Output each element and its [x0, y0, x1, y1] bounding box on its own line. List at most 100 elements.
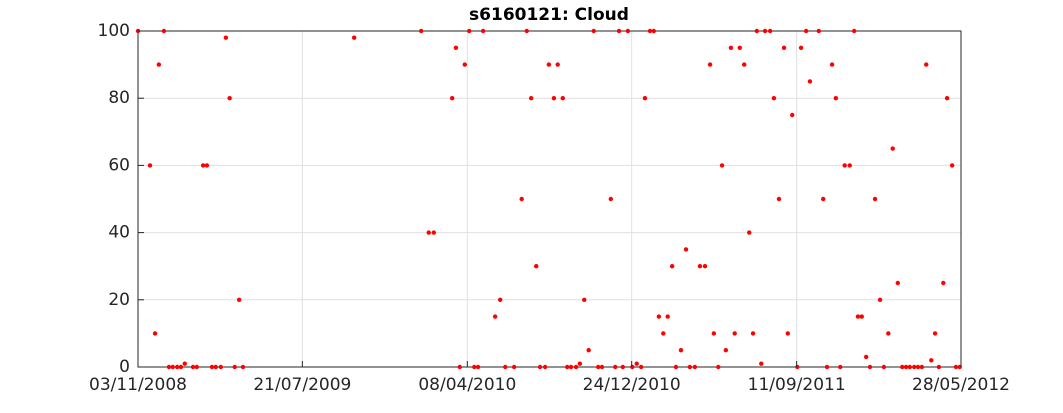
point	[595, 364, 601, 370]
point	[903, 364, 909, 370]
point	[665, 314, 670, 319]
point	[638, 364, 644, 370]
point	[546, 62, 552, 67]
point	[790, 112, 795, 118]
point	[886, 331, 891, 336]
grid-layer	[137, 30, 962, 368]
y-tick-label: 40	[108, 223, 130, 243]
point	[759, 361, 764, 366]
point	[656, 314, 662, 319]
point	[728, 45, 734, 50]
point	[170, 364, 175, 370]
point	[462, 62, 467, 67]
point	[833, 96, 839, 101]
point	[351, 35, 357, 40]
point	[737, 45, 742, 50]
point	[824, 364, 830, 370]
point	[542, 364, 548, 370]
point	[776, 196, 782, 202]
point	[807, 79, 813, 84]
point	[767, 28, 773, 34]
plot-area	[138, 31, 961, 367]
point	[932, 331, 938, 336]
point	[687, 364, 693, 370]
point	[182, 361, 187, 366]
point	[781, 45, 787, 50]
point	[625, 28, 631, 34]
point	[534, 264, 539, 269]
point	[702, 264, 708, 269]
point	[741, 62, 747, 67]
point	[919, 364, 925, 370]
point	[647, 28, 653, 34]
point	[829, 62, 835, 67]
point	[630, 364, 635, 370]
point	[723, 348, 729, 353]
point	[240, 364, 246, 370]
point	[426, 230, 431, 235]
point	[867, 364, 873, 370]
point	[174, 364, 180, 370]
point	[551, 96, 557, 101]
point	[453, 45, 459, 50]
point	[537, 364, 543, 370]
y-tick-label: 80	[108, 88, 130, 108]
point	[472, 364, 477, 370]
x-tick-label: 28/05/2012	[912, 375, 1010, 395]
point	[152, 331, 158, 336]
point	[900, 364, 905, 370]
point	[560, 96, 565, 101]
point	[568, 364, 574, 370]
x-tick-label: 08/04/2010	[418, 375, 516, 395]
point	[859, 314, 864, 319]
point	[449, 96, 455, 101]
point	[771, 96, 777, 101]
point	[599, 364, 605, 370]
point	[750, 331, 756, 336]
point	[582, 297, 587, 302]
point	[492, 314, 498, 319]
point	[577, 361, 583, 366]
point	[949, 163, 955, 168]
point	[564, 364, 570, 370]
point	[678, 348, 684, 353]
point	[586, 348, 591, 353]
point	[642, 96, 648, 101]
chart-title: s6160121: Cloud	[469, 5, 629, 25]
point	[608, 196, 614, 202]
point	[524, 28, 529, 34]
point	[941, 280, 946, 286]
point	[519, 196, 524, 202]
point	[147, 163, 153, 168]
point	[890, 146, 895, 151]
point	[213, 364, 218, 370]
point	[227, 96, 232, 101]
point	[795, 364, 800, 370]
point	[732, 331, 737, 336]
x-tick-label: 21/07/2009	[253, 375, 351, 395]
point	[944, 96, 950, 101]
point	[863, 354, 869, 360]
point	[166, 364, 172, 370]
point	[716, 364, 721, 370]
point	[194, 364, 199, 370]
point	[503, 364, 508, 370]
point	[200, 163, 206, 168]
point	[431, 230, 437, 235]
point	[762, 28, 768, 34]
axes-box	[137, 30, 962, 368]
point	[232, 364, 237, 370]
point	[803, 28, 809, 34]
point	[457, 364, 462, 370]
point	[634, 361, 639, 366]
point	[912, 364, 917, 370]
point	[156, 62, 162, 67]
point	[924, 62, 929, 67]
y-tick-label: 100	[98, 21, 130, 41]
point	[620, 364, 626, 370]
point	[719, 163, 725, 168]
point	[204, 163, 210, 168]
x-tick-label: 03/11/2008	[89, 375, 187, 395]
point	[573, 364, 579, 370]
